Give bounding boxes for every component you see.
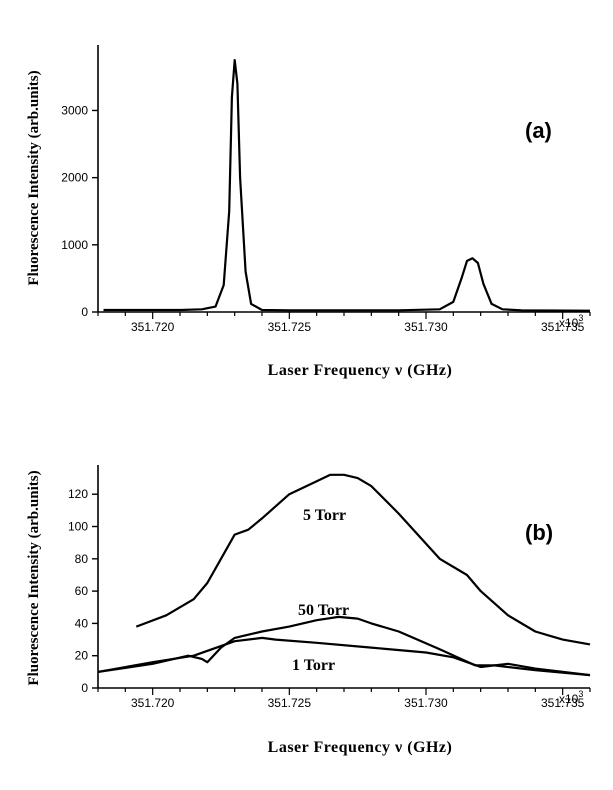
- panel-a-y-tick-label: 1000: [61, 238, 88, 252]
- panel-a-x-multiplier: x103: [559, 313, 583, 330]
- panel-b-x-ticks: 351.720 351.725 351.730 351.735: [97, 688, 591, 710]
- panel-a-x-ticks: 351.720 351.725 351.730 351.735: [97, 312, 591, 334]
- panel-b-x-tick-label: 351.720: [131, 696, 175, 710]
- panel-b-axes: [97, 465, 590, 689]
- panel-a-x-axis-label: Laser Frequency ν (GHz): [268, 362, 453, 379]
- panel-b-y-tick-label: 60: [75, 584, 89, 598]
- panel-b-series-1-torr: [97, 636, 591, 677]
- panel-a-series-spectrum: [103, 59, 591, 312]
- panel-b-y-ticks: 0 20 40 60 80 100 120: [68, 487, 98, 695]
- panel-b-label: (b): [525, 520, 553, 545]
- panel-a-y-tick-label: 3000: [61, 103, 88, 117]
- panel-b-x-tick-label: 351.725: [268, 696, 312, 710]
- panel-a-y-ticks: 0 1000 2000 3000: [61, 103, 98, 319]
- panel-a-axes: [97, 45, 590, 313]
- annotation-50-torr: 50 Torr: [298, 602, 349, 619]
- panel-b-x-tick-label: 351.730: [404, 696, 448, 710]
- panel-b-y-tick-label: 80: [75, 552, 89, 566]
- panel-b-series-5-torr: [135, 473, 591, 646]
- panel-b-y-tick-label: 20: [75, 649, 89, 663]
- panel-a-x-tick-label: 351.720: [131, 320, 175, 334]
- panel-a-x-multiplier-exp: 3: [578, 313, 583, 323]
- panel-b-y-tick-label: 40: [75, 616, 89, 630]
- panel-a-y-tick-label: 0: [81, 305, 88, 319]
- panel-b-y-tick-label: 100: [68, 520, 88, 534]
- panel-a-x-tick-label: 351.730: [404, 320, 448, 334]
- panel-b-y-axis-label: Fluorescence Intensity (arb.units): [26, 470, 42, 685]
- panel-b-y-tick-label: 120: [68, 487, 88, 501]
- panel-b-series: [97, 473, 591, 677]
- panel-b-x-tick-label: 351.735: [541, 696, 585, 710]
- panel-b-y-tick-label: 0: [81, 681, 88, 695]
- panel-b-x-multiplier: x103: [559, 689, 583, 706]
- annotation-5-torr: 5 Torr: [303, 507, 346, 524]
- annotation-1-torr: 1 Torr: [292, 657, 335, 674]
- panel-a-x-tick-label: 351.735: [541, 320, 585, 334]
- panel-a-y-tick-label: 2000: [61, 171, 88, 185]
- panel-b-x-multiplier-exp: 3: [578, 689, 583, 699]
- panel-a-y-axis-label: Fluorescence Intensity (arb.units): [26, 70, 42, 285]
- panel-a-label: (a): [525, 118, 552, 143]
- panel-b-x-axis-label: Laser Frequency ν (GHz): [268, 739, 453, 756]
- panel-a-x-tick-label: 351.725: [268, 320, 312, 334]
- panel-a-series: [103, 59, 591, 312]
